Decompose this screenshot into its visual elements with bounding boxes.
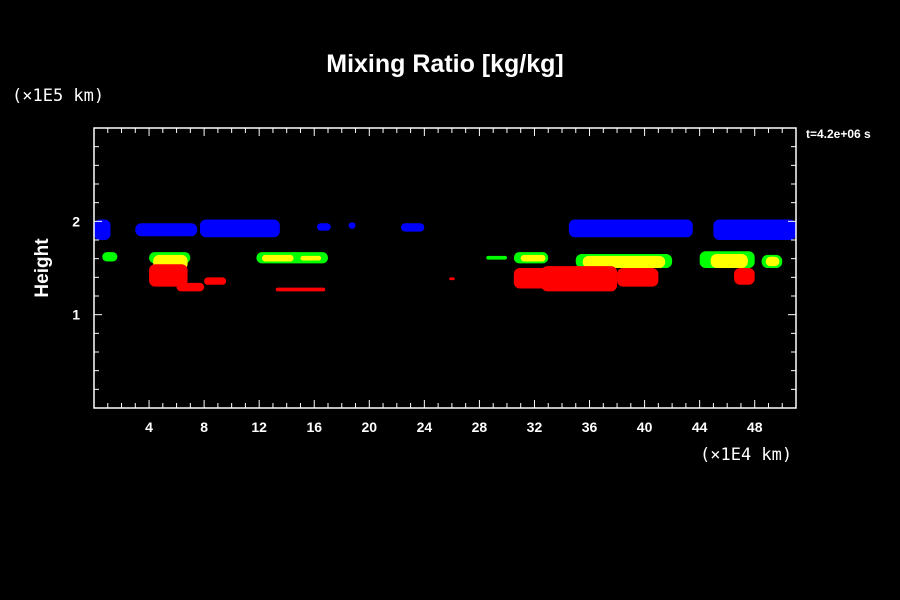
plot-frame xyxy=(93,127,797,409)
region-yellow-18 xyxy=(300,255,322,261)
region-red-29 xyxy=(541,266,618,292)
region-blue-6 xyxy=(568,219,693,238)
region-green-8 xyxy=(102,252,118,262)
region-blue-7 xyxy=(713,219,796,240)
y-unit-label: (×1E5 km) xyxy=(12,86,104,106)
region-red-24 xyxy=(176,282,205,292)
region-green-11 xyxy=(486,255,507,260)
x-tick-label-44: 44 xyxy=(692,419,708,435)
x-tick-label-20: 20 xyxy=(362,419,378,435)
x-unit-label: (×1E4 km) xyxy=(700,445,792,465)
x-tick-label-48: 48 xyxy=(747,419,763,435)
region-yellow-19 xyxy=(520,254,546,262)
x-tick-label-16: 16 xyxy=(306,419,322,435)
region-blue-3 xyxy=(316,223,331,231)
region-red-28 xyxy=(513,268,549,289)
region-blue-2 xyxy=(199,219,280,238)
x-tick-label-40: 40 xyxy=(637,419,653,435)
region-blue-4 xyxy=(348,222,356,229)
region-blue-0 xyxy=(94,219,111,240)
region-red-23 xyxy=(149,264,188,287)
y-axis-label: Height xyxy=(32,238,53,298)
y-tick-label-1: 1 xyxy=(72,307,80,323)
region-yellow-22 xyxy=(765,256,780,267)
x-tick-label-24: 24 xyxy=(417,419,433,435)
x-tick-label-36: 36 xyxy=(582,419,598,435)
region-red-31 xyxy=(734,268,755,285)
region-red-30 xyxy=(617,268,659,287)
x-tick-label-28: 28 xyxy=(472,419,488,435)
region-yellow-17 xyxy=(261,254,294,262)
region-red-27 xyxy=(449,277,455,281)
y-tick-label-2: 2 xyxy=(72,213,80,229)
region-yellow-21 xyxy=(710,254,748,268)
x-tick-label-8: 8 xyxy=(200,419,208,435)
time-label: t=4.2e+06 s xyxy=(806,127,871,141)
x-tick-label-4: 4 xyxy=(145,419,153,435)
x-tick-label-32: 32 xyxy=(527,419,543,435)
region-blue-1 xyxy=(135,223,198,237)
region-red-26 xyxy=(275,287,326,292)
region-red-25 xyxy=(204,277,227,285)
region-yellow-20 xyxy=(582,255,666,268)
chart-title: Mixing Ratio [kg/kg] xyxy=(326,50,564,78)
x-tick-label-12: 12 xyxy=(251,419,267,435)
region-blue-5 xyxy=(400,223,425,232)
